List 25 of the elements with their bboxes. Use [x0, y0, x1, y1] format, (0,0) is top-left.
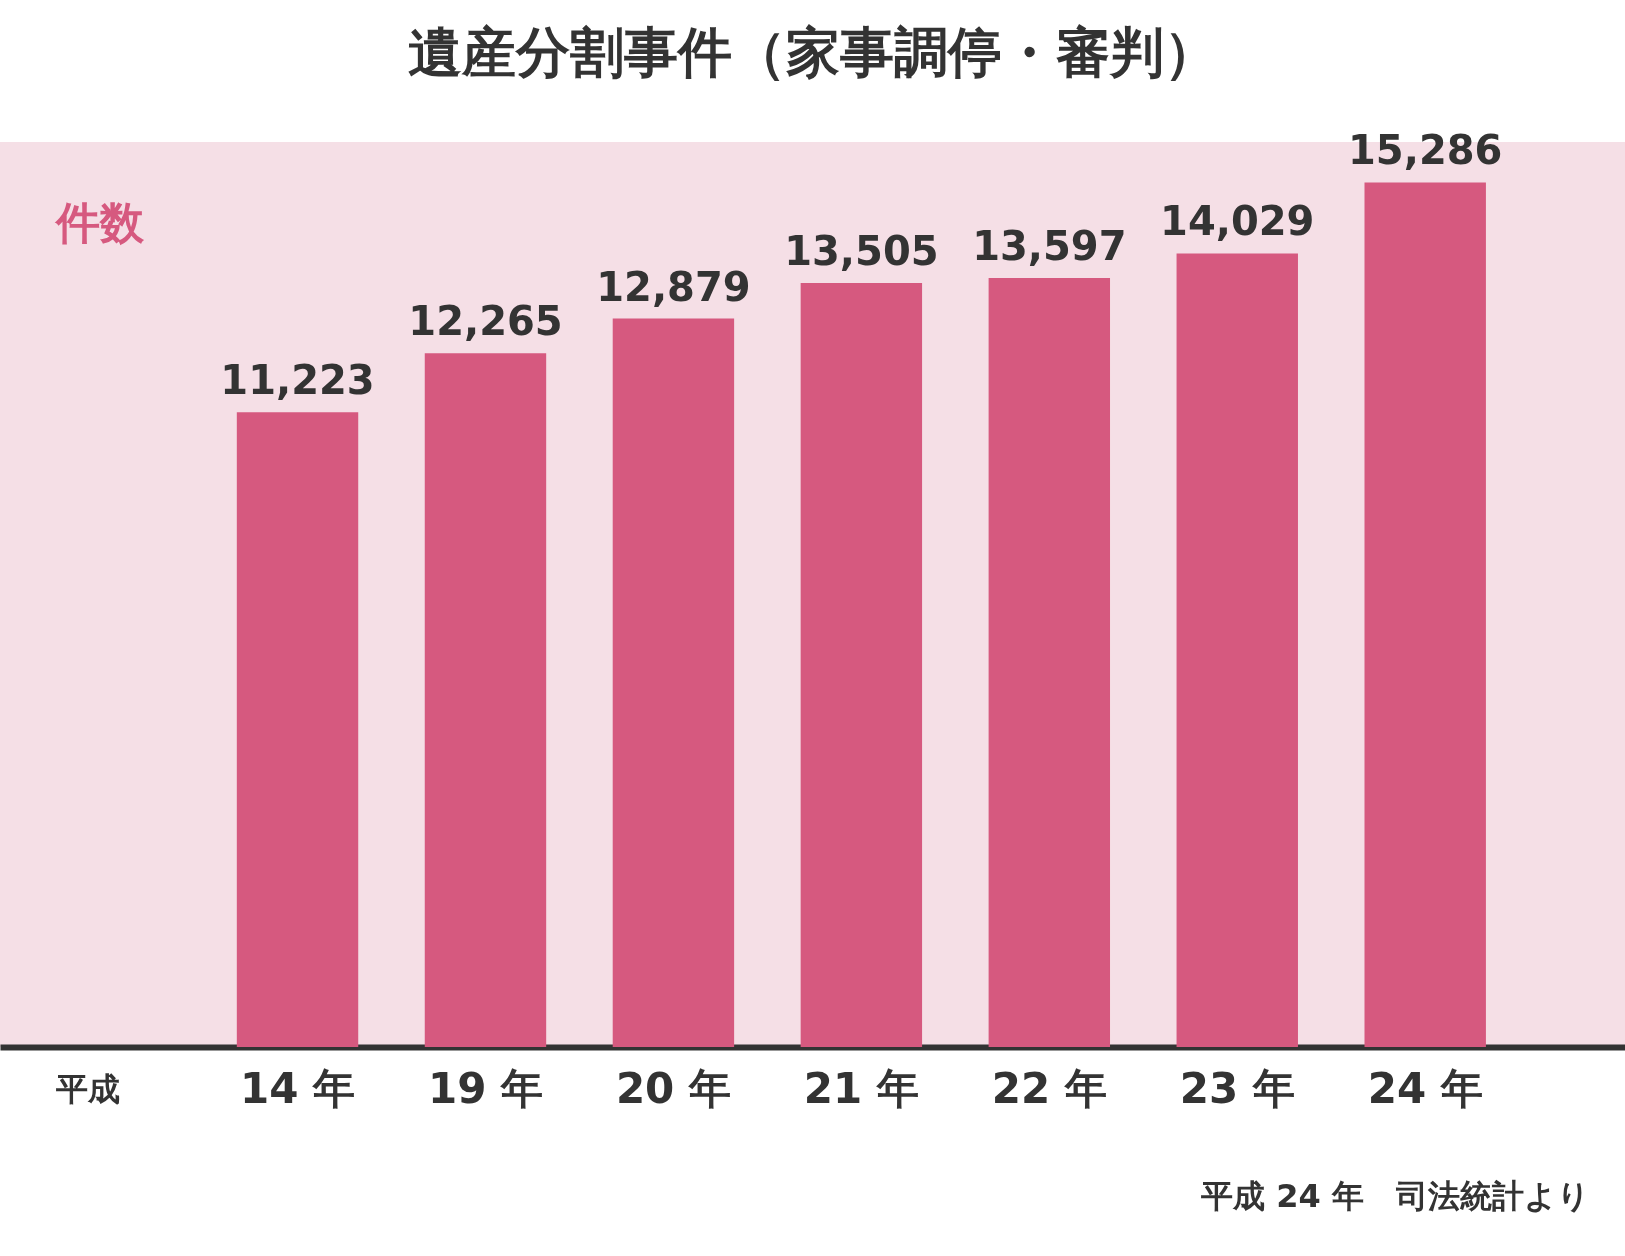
x-tick-label: 14 年	[239, 1063, 356, 1113]
data-label: 12,879	[596, 263, 751, 310]
bar	[800, 283, 923, 1047]
data-label: 13,505	[784, 228, 939, 275]
x-tick-label: 24 年	[1367, 1063, 1483, 1113]
data-label: 15,286	[1348, 127, 1503, 174]
x-tick-label: 22 年	[991, 1063, 1107, 1113]
bar	[236, 412, 359, 1047]
x-axis-title: 平成	[54, 1069, 120, 1108]
data-label: 12,265	[408, 298, 563, 345]
chart-title: 遺産分割事件（家事調停・審判）	[407, 21, 1218, 85]
bar	[1364, 182, 1486, 1047]
bar	[988, 277, 1111, 1047]
x-tick-label: 20 年	[615, 1063, 731, 1113]
x-tick-label: 23 年	[1179, 1063, 1295, 1113]
bar	[1176, 253, 1298, 1047]
data-label: 11,223	[220, 357, 375, 404]
x-tick-label: 21 年	[803, 1063, 919, 1113]
x-tick-label: 19 年	[427, 1063, 544, 1113]
text: 平成 24 年 司法統計より	[1200, 1177, 1590, 1215]
y-axis-title: 件数	[53, 196, 145, 248]
data-label: 14,029	[1160, 198, 1315, 245]
data-label: 13,597	[972, 222, 1127, 269]
bar	[424, 353, 547, 1047]
bar	[612, 318, 735, 1047]
